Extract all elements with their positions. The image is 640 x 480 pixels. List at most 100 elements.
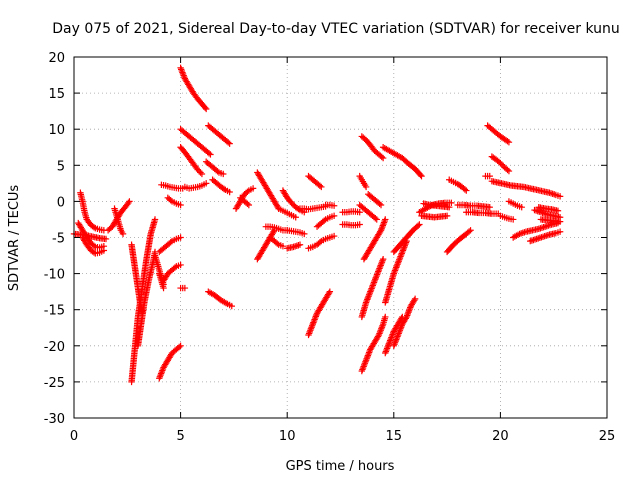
series-arc-72 (535, 203, 562, 214)
y-tick-label: 5 (57, 159, 65, 174)
data-point (175, 343, 183, 351)
series-arc-38 (305, 288, 334, 339)
data-point (126, 198, 133, 205)
data-point (167, 239, 174, 246)
data-point (505, 167, 513, 175)
series-arc-65 (482, 172, 493, 180)
data-point (167, 196, 174, 204)
data-point (177, 201, 184, 209)
data-point (181, 284, 189, 292)
data-point (467, 227, 474, 234)
series-arc-47 (358, 133, 387, 162)
data-point (316, 182, 324, 189)
data-point (402, 315, 409, 322)
series-arc-29 (254, 169, 282, 212)
y-tick-label: -20 (44, 340, 65, 355)
data-point (228, 302, 235, 310)
y-tick-label: 20 (48, 51, 65, 66)
series-arc-46 (365, 190, 385, 209)
data-point (330, 232, 338, 240)
series-arc-21 (181, 180, 210, 192)
series-arc-27 (237, 194, 253, 209)
series-arc-53 (390, 295, 419, 349)
series-arc-05 (104, 198, 133, 234)
series-arc-40 (313, 212, 338, 230)
data-point (461, 186, 469, 193)
series-arc-57 (420, 200, 453, 211)
data-point (411, 295, 419, 303)
grid-lines (74, 57, 607, 418)
data-point (377, 201, 385, 209)
y-tick-label: -30 (44, 412, 65, 427)
data-point (226, 140, 233, 147)
data-point (197, 169, 204, 176)
series-arc-11 (156, 234, 184, 256)
data-point (556, 193, 564, 200)
x-tick-label: 25 (599, 429, 616, 444)
series-arc-54 (390, 221, 423, 256)
series-arc-34 (284, 227, 308, 238)
y-tick-label: 0 (57, 195, 65, 210)
series-arc-66 (488, 177, 564, 200)
data-point (226, 188, 233, 196)
data-point (214, 168, 221, 175)
data-point (292, 214, 299, 221)
x-tick-label: 20 (492, 429, 509, 444)
data-point (356, 221, 363, 228)
series-arc-03 (79, 234, 108, 257)
data-point (378, 153, 385, 161)
data-point (518, 203, 525, 211)
data-point (330, 202, 338, 209)
series-arc-28 (254, 227, 278, 263)
data-point (372, 215, 379, 222)
data-points (70, 64, 564, 386)
data-point (556, 218, 564, 225)
series-arc-20 (177, 144, 206, 178)
series-arc-63 (484, 122, 513, 146)
data-point (244, 200, 251, 208)
chart-title: Day 075 of 2021, Sidereal Day-to-day VTE… (52, 21, 620, 37)
series-arc-52 (382, 237, 410, 306)
data-point (90, 242, 98, 249)
series-arc-13 (160, 261, 184, 285)
data-point (318, 183, 325, 191)
series-arc-32 (275, 205, 299, 221)
series-arc-59 (446, 176, 470, 194)
data-point (376, 228, 384, 235)
data-point (414, 222, 422, 229)
data-point (220, 185, 228, 193)
data-point (194, 166, 201, 173)
data-point (418, 172, 425, 180)
data-point (446, 203, 453, 211)
data-point (376, 200, 383, 208)
series-arc-22 (202, 158, 227, 178)
y-tick-label: -10 (44, 268, 65, 283)
data-point (416, 221, 423, 228)
data-point (443, 212, 451, 220)
data-point (90, 223, 98, 231)
series-arc-39 (305, 232, 338, 252)
data-point (125, 199, 132, 207)
data-point (497, 159, 504, 167)
data-point (198, 170, 206, 178)
series-arc-48 (360, 216, 389, 263)
data-point (201, 104, 209, 111)
series-arc-36 (296, 203, 329, 213)
data-point (504, 138, 511, 145)
data-point (119, 230, 127, 238)
data-point (207, 151, 214, 158)
series-arc-62 (463, 209, 502, 217)
series-arc-06 (111, 205, 127, 238)
data-point (270, 228, 277, 235)
data-point (362, 183, 370, 191)
data-point (411, 297, 418, 304)
series-arc-73 (537, 216, 564, 225)
data-point (463, 187, 470, 194)
data-point (202, 105, 210, 113)
series-arc-01 (77, 189, 108, 234)
data-point (274, 240, 281, 247)
data-point (288, 199, 295, 207)
data-point (171, 264, 179, 271)
x-tick-label: 5 (176, 429, 184, 444)
series-arc-24 (209, 176, 233, 196)
